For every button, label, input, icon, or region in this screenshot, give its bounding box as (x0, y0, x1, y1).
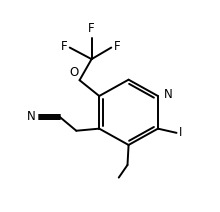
Text: F: F (61, 40, 68, 53)
Text: F: F (88, 22, 95, 35)
Text: F: F (114, 40, 120, 53)
Text: N: N (26, 110, 35, 123)
Text: I: I (179, 126, 182, 139)
Text: N: N (163, 88, 172, 102)
Text: O: O (69, 66, 79, 79)
